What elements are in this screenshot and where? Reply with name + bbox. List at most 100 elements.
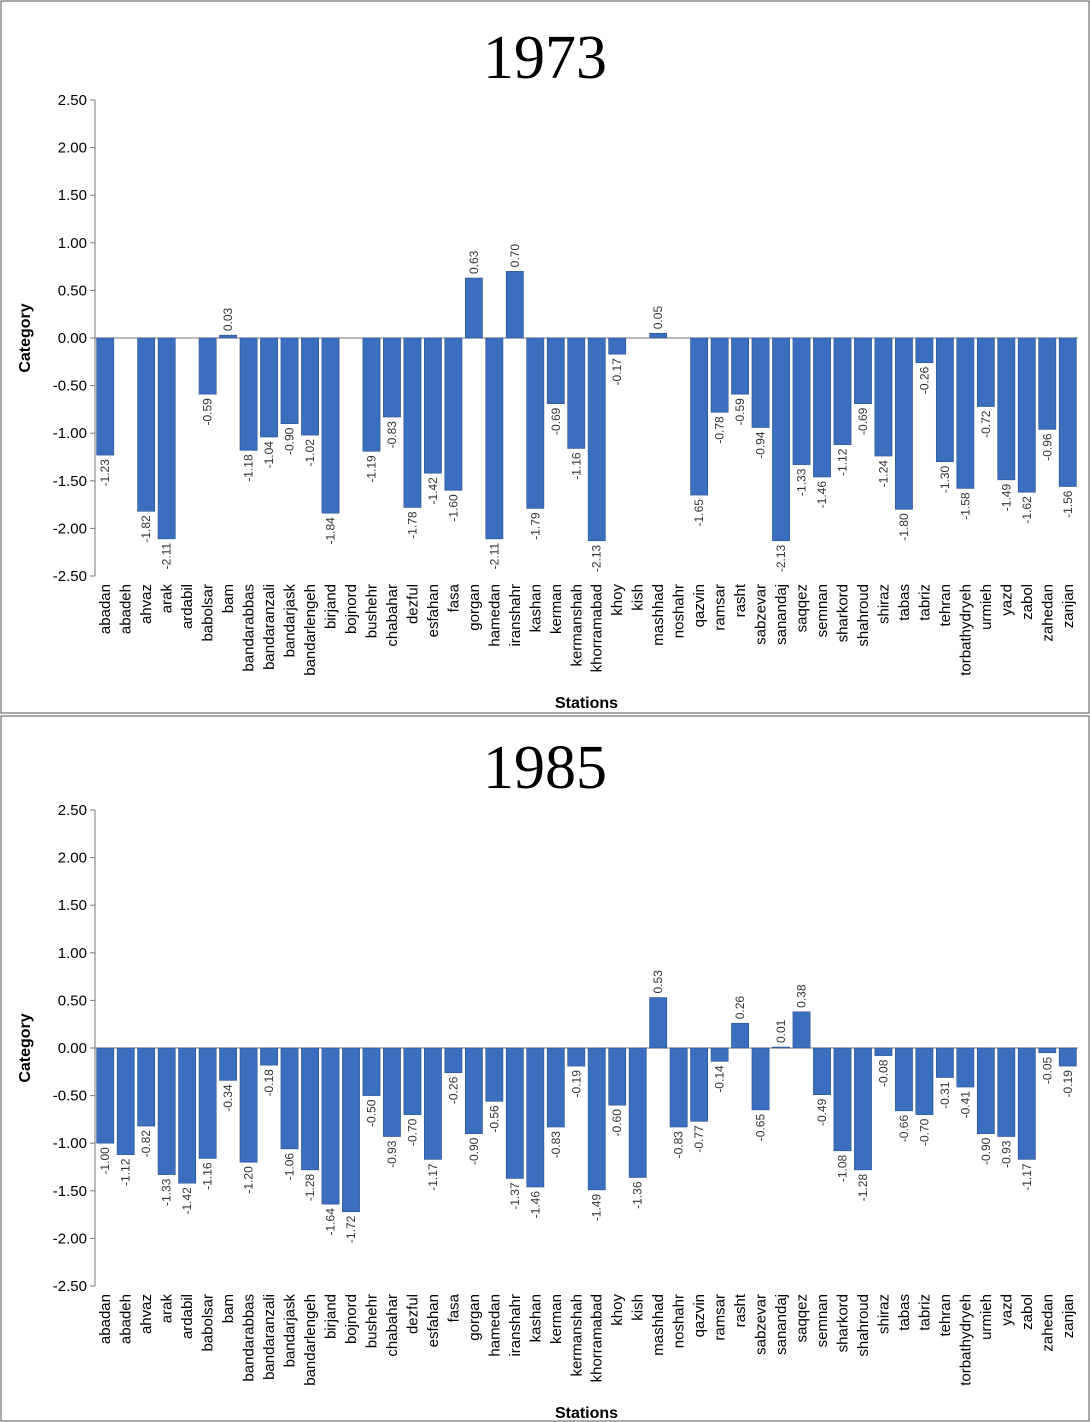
x-tick-label: rasht [732,1293,749,1327]
bar [260,337,278,438]
chart-title: 1985 [483,734,607,802]
bar [239,337,258,451]
value-label: -1.17 [426,1163,440,1191]
value-label: -0.08 [876,1059,890,1087]
bar [546,337,565,404]
bar [383,337,401,418]
x-tick-label: abadeh [118,1294,135,1344]
bar [219,334,238,339]
y-tick-label: 0.00 [58,330,87,347]
x-tick-label: bandarlengeh [302,1294,319,1386]
value-label: -1.16 [569,452,583,480]
x-tick-label: bandaranzali [261,1294,278,1380]
bar [813,1047,831,1095]
value-label: -1.24 [876,460,890,488]
x-tick-label: abadan [97,584,114,634]
x-tick-label: shiraz [875,584,892,624]
value-label: -1.20 [242,1166,256,1194]
x-tick-label: fasa [445,583,462,612]
bar [956,1047,975,1088]
x-tick-label: ramsar [712,1294,729,1341]
chart-title: 1973 [483,24,607,92]
x-tick-label: tabriz [916,584,933,621]
x-tick-label: kerman [548,584,565,634]
bar [731,337,749,395]
x-tick-label: kish [630,1294,647,1321]
y-tick-label: 2.50 [58,92,87,109]
value-label: -0.26 [446,1076,460,1104]
x-tick-label: sabzevar [753,584,770,645]
value-label: -1.23 [98,459,112,487]
value-label: -1.00 [98,1147,112,1175]
value-label: -0.77 [692,1125,706,1153]
bar [198,337,217,395]
x-tick-label: kashan [527,584,544,632]
value-label: -0.59 [733,398,747,426]
bar [690,1047,709,1122]
value-label: -0.69 [549,407,563,435]
value-label: -0.41 [958,1091,972,1119]
value-label: -1.08 [835,1154,849,1182]
bar [649,332,668,339]
x-tick-label: shahroud [855,584,872,647]
bar [546,1047,565,1128]
x-tick-label: dezful [404,1294,421,1334]
bar [567,337,586,449]
bar [649,997,668,1049]
x-tick-label: shahroud [855,1294,872,1357]
bar [403,337,422,508]
value-label: -1.04 [262,441,276,469]
value-label: 0.63 [467,250,481,274]
y-tick-label: -1.00 [53,1135,87,1152]
y-tick-label: 2.00 [58,850,87,867]
value-label: -0.19 [1061,1070,1075,1098]
bar [362,1047,381,1096]
x-tick-label: abadan [97,1294,114,1344]
bar [608,337,627,355]
value-label: -0.90 [283,427,297,455]
x-tick-label: zahedan [1039,1294,1056,1352]
bar [915,1047,934,1115]
y-tick-label: 0.50 [58,992,87,1009]
bar [321,337,340,514]
x-tick-label: ahvaz [138,1294,155,1334]
bar [792,1011,811,1049]
x-tick-label: semnan [814,1294,831,1347]
x-tick-label: fasa [445,1293,462,1322]
x-tick-label: arak [159,1294,176,1324]
x-tick-label: yazd [998,1294,1015,1326]
x-tick-label: bandarjask [282,1294,299,1368]
bar [1058,1047,1077,1067]
x-tick-label: noshahr [671,584,688,638]
y-tick-label: -2.50 [53,568,87,585]
x-tick-label: semnan [814,584,831,637]
x-tick-label: bam [220,1294,237,1323]
x-tick-label: kermanshah [568,1294,585,1377]
x-tick-label: kashan [527,1294,544,1342]
value-label: -0.19 [569,1070,583,1098]
x-tick-label: bushehr [363,1294,380,1348]
bar [321,1047,340,1205]
value-label: -0.60 [610,1109,624,1137]
x-tick-label: hamedan [486,1294,503,1357]
x-tick-label: bam [220,584,237,613]
x-tick-label: kermanshah [568,584,585,667]
value-label: -1.56 [1061,490,1075,518]
y-tick-label: 2.50 [58,802,87,819]
x-tick-label: birjand [323,584,340,629]
value-label: -1.49 [590,1194,604,1222]
x-axis-title: Stations [555,695,618,712]
bar [526,1047,545,1188]
value-label: -0.83 [549,1131,563,1159]
x-tick-label: birjand [323,1294,340,1339]
value-label: -1.82 [139,515,153,543]
bar [669,1047,688,1128]
x-tick-label: noshahr [671,1294,688,1348]
bar [424,1047,442,1160]
bar [116,1047,135,1155]
bar [485,337,504,540]
value-label: -1.84 [324,517,338,545]
bar [874,1047,893,1056]
x-tick-label: babolsar [200,584,217,642]
bar [772,1046,790,1049]
